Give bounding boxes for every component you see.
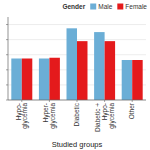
bar [122, 60, 132, 100]
x-tick [49, 100, 50, 102]
legend-title: Gender [62, 3, 85, 10]
grid [8, 25, 146, 100]
grid-line [8, 24, 146, 25]
x-tick [104, 100, 105, 102]
bar [132, 60, 142, 100]
legend-swatch [117, 4, 123, 10]
legend-label: Male [98, 3, 112, 10]
x-tick [132, 100, 133, 102]
x-tick-label-line: Diabetic [73, 102, 80, 126]
bar [105, 41, 115, 100]
legend: Gender Male Female [62, 3, 147, 10]
x-tick-label-group: Other [128, 102, 135, 119]
x-axis-label: Studied groups [52, 140, 103, 149]
legend-swatch [90, 4, 96, 10]
legend-label: Female [125, 3, 147, 10]
bar [11, 59, 21, 101]
x-tick-label-line: glycemia [21, 103, 29, 129]
x-tick-label: Other [128, 102, 135, 119]
x-tick-label-line: Other [128, 102, 135, 119]
x-tick-label: Hyper-glycemia [42, 103, 57, 129]
bar [22, 59, 32, 101]
bar [94, 32, 104, 100]
x-tick-label: Hypo-glycemia [15, 103, 30, 129]
x-tick-label-line: glycemia [108, 103, 116, 129]
x-tick [77, 100, 78, 102]
x-tick-label-group: Diabetic [73, 102, 80, 126]
x-tick [21, 100, 22, 102]
chart: Gender Male Female Hypo-glycemia Hyper-glyce… [0, 0, 150, 150]
x-tick-label-group: Hyper-glycemia [42, 103, 57, 129]
x-tick-label-line: glycemia [49, 103, 57, 129]
bar [49, 58, 59, 100]
x-tick-label: Diabetic +Hypo-glycemia [94, 103, 116, 132]
bar [67, 28, 77, 100]
x-tick-label-group: Hypo-glycemia [15, 103, 30, 129]
y-axis [8, 17, 9, 100]
bar [39, 59, 49, 101]
chart-container: Gender Male Female Hypo-glycemia Hyper-glyce… [0, 0, 150, 150]
x-tick-label-group: Diabetic +Hypo-glycemia [94, 103, 116, 132]
bar [77, 41, 87, 100]
bars [11, 28, 142, 100]
x-tick-label: Diabetic [73, 102, 80, 126]
